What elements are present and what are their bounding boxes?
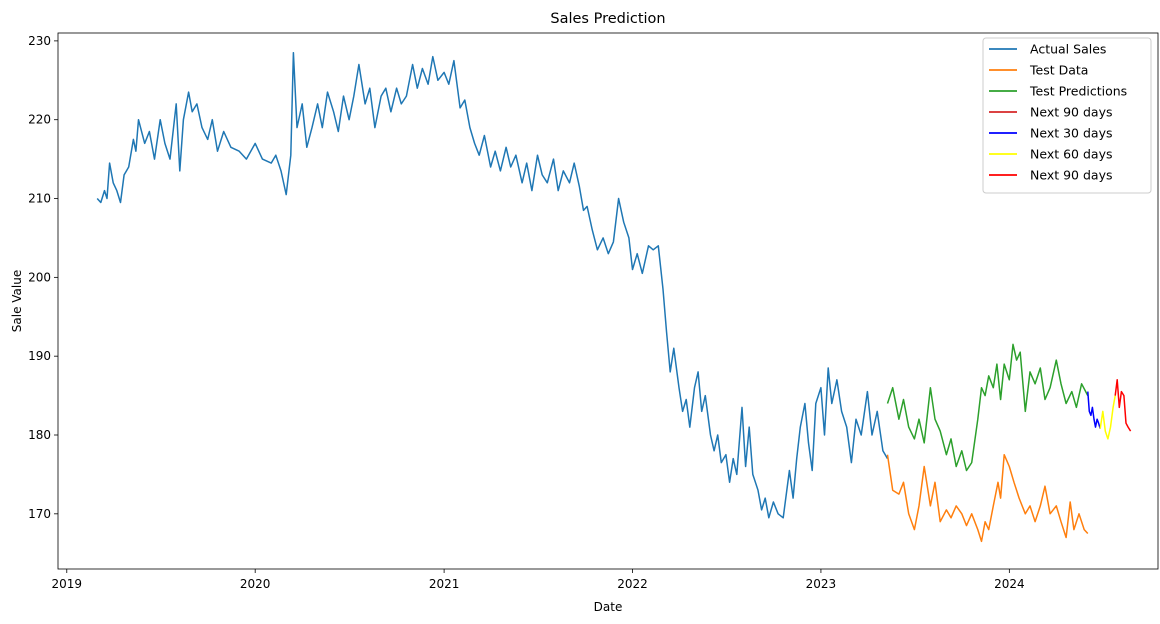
- y-axis-title: Sale Value: [10, 270, 24, 332]
- x-tick-label: 2024: [994, 577, 1025, 591]
- legend-label: Next 60 days: [1030, 147, 1112, 162]
- series-line-5: [1099, 395, 1116, 440]
- legend-label: Next 30 days: [1030, 126, 1112, 141]
- y-tick-label: 180: [28, 428, 51, 442]
- x-tick-label: 2019: [52, 577, 83, 591]
- series-line-1: [886, 453, 1089, 543]
- y-tick-label: 170: [28, 507, 51, 521]
- series-line-0: [96, 51, 889, 519]
- x-tick-label: 2021: [429, 577, 460, 591]
- x-axis-title: Date: [594, 600, 623, 614]
- x-tick-label: 2022: [617, 577, 648, 591]
- legend-label: Test Data: [1029, 63, 1088, 78]
- plot-frame: [57, 32, 1159, 570]
- legend: Actual Sales Test Data Test Predictions Nex…: [982, 37, 1152, 194]
- y-tick-label: 220: [28, 113, 51, 127]
- y-tick-label: 210: [28, 192, 51, 206]
- legend-label: Next 90 days: [1030, 105, 1112, 120]
- chart-title: Sales Prediction: [550, 11, 665, 27]
- y-tick-label: 230: [28, 34, 51, 48]
- series-line-6: [1114, 379, 1132, 432]
- y-tick-label: 200: [28, 270, 51, 284]
- series-line-2: [886, 343, 1089, 472]
- axes: 2019 2020 2021 2022 2023 2024 170 180 190 200 210 2…: [28, 32, 1159, 591]
- y-tick-label: 190: [28, 349, 51, 363]
- x-tick-label: 2020: [240, 577, 271, 591]
- series-line-4: [1087, 391, 1101, 429]
- plot-area: [96, 51, 1132, 543]
- legend-label: Test Predictions: [1029, 84, 1127, 99]
- legend-label: Next 90 days: [1030, 168, 1112, 183]
- x-tick-label: 2023: [806, 577, 837, 591]
- legend-box: [982, 37, 1152, 194]
- legend-label: Actual Sales: [1030, 42, 1106, 57]
